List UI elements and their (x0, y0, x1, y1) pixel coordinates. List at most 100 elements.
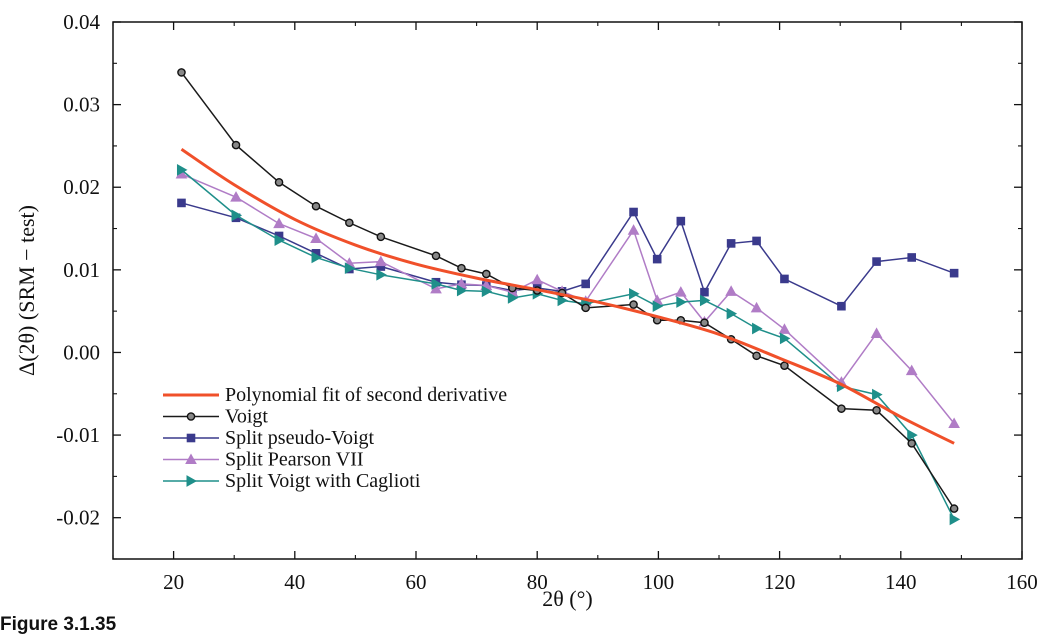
series-line (180, 71, 955, 510)
data-point (949, 504, 959, 513)
y-tick-label: -0.02 (56, 506, 100, 530)
data-point (177, 68, 186, 77)
x-tick-label: 80 (527, 570, 548, 594)
series-line (181, 202, 955, 308)
x-axis-title: 2θ (°) (542, 586, 593, 611)
legend: Polynomial fit of second derivativeVoigt… (163, 384, 507, 492)
data-point (780, 274, 789, 284)
series-line (180, 169, 955, 520)
legend-marker (186, 433, 196, 443)
data-point (676, 216, 686, 226)
series-layer (175, 68, 961, 526)
data-point (627, 224, 640, 235)
data-point (837, 404, 846, 413)
data-point (557, 294, 569, 307)
data-point (629, 207, 638, 217)
data-point (752, 322, 763, 335)
legend-item: Split Voigt with Caglioti (163, 470, 421, 492)
data-point (872, 405, 881, 415)
plot-frame (112, 21, 1023, 560)
data-point (872, 257, 881, 266)
data-point (231, 140, 241, 150)
y-tick-label: -0.01 (56, 423, 100, 447)
legend-label: Split Pearson VII (225, 449, 364, 471)
data-point (274, 177, 284, 187)
data-point (872, 388, 883, 401)
y-tick-label: 0.04 (63, 10, 100, 34)
data-point (700, 318, 709, 328)
legend-marker (185, 453, 197, 464)
data-point (581, 279, 590, 289)
data-point (779, 332, 791, 345)
x-tick-label: 100 (643, 570, 675, 594)
y-tick-label: 0.00 (63, 340, 100, 364)
data-point (752, 236, 761, 246)
x-tick-label: 20 (163, 570, 184, 594)
legend-label: Polynomial fit of second derivative (225, 384, 507, 406)
data-point (870, 327, 883, 338)
data-point (481, 285, 493, 298)
data-point (481, 269, 491, 279)
data-point (310, 232, 322, 243)
data-point (431, 278, 443, 290)
data-point (778, 323, 791, 334)
data-point (907, 429, 918, 441)
axis-ticks: 20 40 60 80 100 120 140 160 -0.02 -0.01 0.00 0.01 0.… (56, 10, 1038, 594)
data-point (752, 351, 761, 361)
data-point (431, 251, 441, 261)
y-tick-label: 0.03 (63, 93, 100, 117)
data-point (176, 164, 188, 176)
data-point (699, 294, 711, 307)
data-point (376, 232, 386, 242)
data-point (177, 198, 186, 208)
series-4 (176, 164, 961, 526)
data-point (311, 201, 321, 211)
legend-marker (186, 475, 198, 487)
x-tick-label: 140 (885, 570, 917, 594)
series-0 (180, 147, 955, 445)
data-point (725, 285, 737, 296)
data-point (674, 286, 687, 297)
data-point (311, 251, 323, 264)
data-point (629, 287, 640, 300)
legend-marker (186, 412, 196, 421)
data-point (750, 301, 763, 313)
data-point (230, 191, 242, 202)
data-point (507, 292, 519, 304)
data-point (344, 262, 356, 275)
y-axis-title: Δ(2θ) (SRM − test) (14, 205, 39, 376)
series-1 (177, 68, 959, 513)
plot-area (175, 68, 961, 526)
legend-label: Split Voigt with Caglioti (225, 470, 421, 492)
figure-caption: Figure 3.1.35 (0, 614, 117, 635)
data-point (726, 239, 736, 248)
data-point (345, 218, 354, 228)
data-point (652, 300, 664, 313)
data-point (273, 217, 285, 229)
x-tick-label: 60 (406, 570, 427, 594)
series-line (180, 147, 955, 445)
y-tick-label: 0.01 (63, 258, 100, 282)
data-point (948, 417, 960, 429)
x-tick-label: 40 (284, 570, 305, 594)
data-point (581, 303, 590, 313)
data-point (726, 307, 738, 320)
data-point (456, 284, 468, 297)
legend-item: Split pseudo-Voigt (163, 427, 375, 449)
data-point (457, 263, 466, 273)
data-point (780, 361, 789, 370)
data-point (907, 253, 917, 262)
y-tick-label: 0.02 (63, 175, 100, 199)
x-tick-label: 160 (1006, 570, 1038, 594)
chart: 20 40 60 80 100 120 140 160 -0.02 -0.01 0.00 0.01 0.… (14, 10, 1038, 611)
legend-item: Split Pearson VII (163, 449, 364, 471)
data-point (629, 300, 638, 309)
data-point (652, 254, 662, 264)
data-point (274, 234, 286, 246)
data-point (905, 364, 918, 376)
data-point (949, 513, 961, 526)
data-point (676, 296, 687, 308)
legend-label: Voigt (225, 406, 268, 428)
data-point (376, 268, 387, 281)
x-tick-label: 120 (764, 570, 796, 594)
